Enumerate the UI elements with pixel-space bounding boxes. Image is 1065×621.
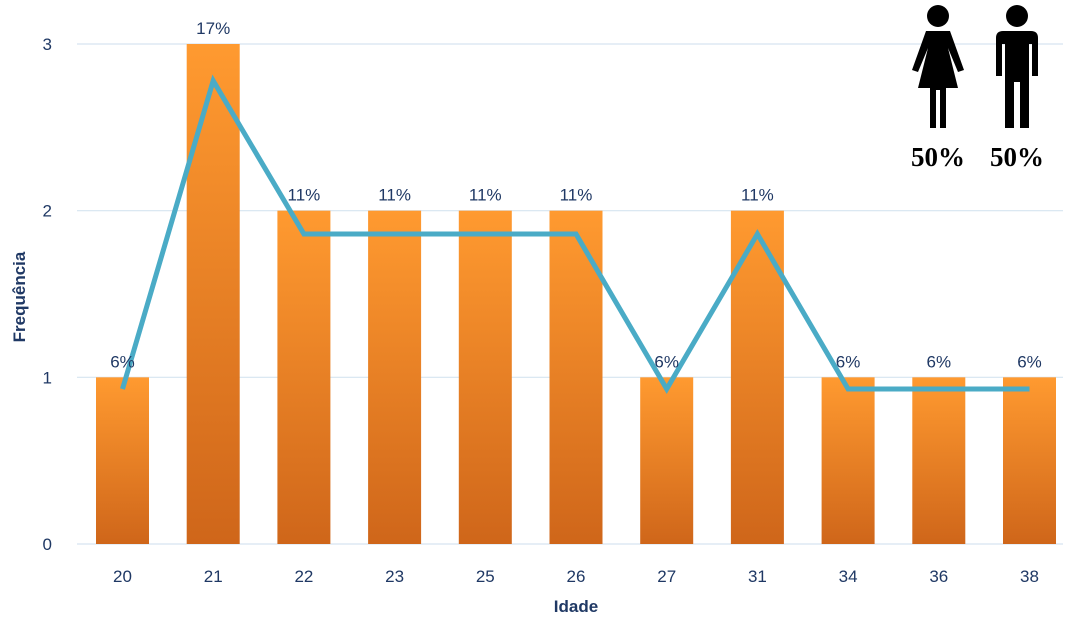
data-label: 17%	[196, 19, 230, 38]
data-label: 11%	[469, 186, 502, 205]
x-tick-label: 34	[839, 567, 858, 586]
male-icon	[977, 4, 1057, 130]
data-label: 11%	[288, 186, 321, 205]
trend-line	[120, 74, 1030, 394]
data-label: 6%	[1017, 352, 1042, 371]
bar	[368, 210, 422, 544]
y-tick-label: 0	[43, 535, 52, 554]
male-stat: 50%	[977, 4, 1057, 173]
x-tick-label: 26	[567, 567, 586, 586]
female-percent: 50%	[911, 142, 965, 172]
data-labels: 6% 17% 11% 11% 11% 11% 6% 11% 6% 6% 6%	[110, 19, 1042, 371]
bar	[730, 210, 784, 544]
bar	[912, 377, 966, 544]
bar	[277, 210, 331, 544]
data-label: 11%	[741, 186, 774, 205]
y-axis-title: Frequência	[10, 251, 29, 342]
x-tick-label: 22	[294, 567, 313, 586]
female-stat: 50%	[898, 4, 978, 173]
data-label: 6%	[654, 352, 679, 371]
data-label: 6%	[110, 352, 135, 371]
data-label: 11%	[378, 186, 411, 205]
bar	[640, 377, 694, 544]
x-tick-label: 27	[657, 567, 676, 586]
x-tick-label: 36	[929, 567, 948, 586]
data-label: 6%	[836, 352, 861, 371]
x-tick-label: 21	[204, 567, 223, 586]
y-tick-label: 1	[43, 368, 52, 387]
x-tick-label: 25	[476, 567, 495, 586]
bar	[1003, 377, 1056, 544]
x-tick-label: 23	[385, 567, 404, 586]
x-tick-label: 20	[113, 567, 132, 586]
data-label: 6%	[927, 352, 952, 371]
bar	[549, 210, 603, 544]
female-icon	[898, 4, 978, 130]
y-tick-label: 3	[43, 35, 52, 54]
trend-line-group	[120, 74, 1030, 394]
x-axis-title: Idade	[554, 597, 598, 616]
y-tick-label: 2	[43, 202, 52, 221]
bar	[458, 210, 512, 544]
x-tick-label: 38	[1020, 567, 1039, 586]
bar	[96, 377, 149, 544]
data-label: 11%	[560, 186, 593, 205]
x-tick-label: 31	[748, 567, 767, 586]
bar	[821, 377, 875, 544]
male-percent: 50%	[990, 142, 1044, 172]
bar	[186, 44, 240, 544]
bars	[96, 44, 1056, 544]
